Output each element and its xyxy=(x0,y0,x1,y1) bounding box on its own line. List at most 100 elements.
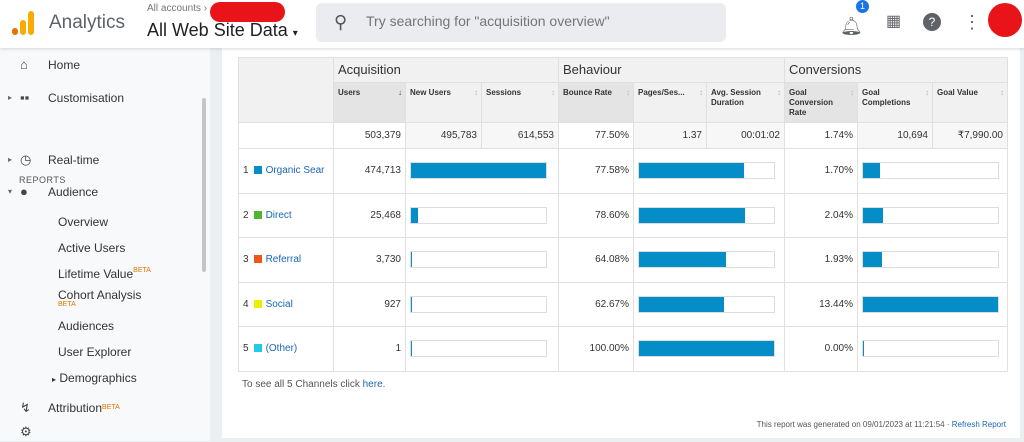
users-bar-fill xyxy=(411,341,413,357)
sort-icon[interactable]: ↕ xyxy=(551,88,555,97)
dashboard-icon: ▪▪ xyxy=(20,90,30,105)
property-selector[interactable]: All Web Site Data ▾ xyxy=(147,19,298,45)
sort-icon[interactable]: ↕ xyxy=(699,88,703,97)
column-header[interactable]: Goal Value ↕ xyxy=(932,82,1008,123)
column-header[interactable]: Pages/Ses... ↕ xyxy=(633,82,707,123)
users-bar-fill xyxy=(411,207,419,223)
bounce-rate-value: 77.58% xyxy=(558,148,634,194)
more-vert-icon[interactable]: ⋮ xyxy=(963,12,981,32)
refresh-report-link[interactable]: Refresh Report xyxy=(951,420,1006,429)
column-header[interactable]: Goal Completions ↕ xyxy=(857,82,933,123)
sidebar-item-customisation[interactable]: ▸ ▪▪ Customisation xyxy=(0,88,200,108)
account-breadcrumb[interactable]: All accounts › xyxy=(147,3,208,14)
column-header-label: Users xyxy=(338,88,361,97)
sort-icon[interactable]: ↕ xyxy=(925,88,929,97)
sort-icon[interactable]: ↕ xyxy=(777,88,781,97)
sort-icon[interactable]: ↕ xyxy=(850,88,854,97)
users-bar-cell xyxy=(405,281,559,327)
table-row: 5 (Other) 1 100.00% 0.00% xyxy=(238,326,1008,372)
bounce-rate-bar-fill xyxy=(639,341,774,357)
column-header[interactable]: New Users ↕ xyxy=(405,82,482,123)
channel-link[interactable]: (Other) xyxy=(265,343,298,355)
users-bar-cell xyxy=(405,237,559,283)
dropdown-icon: ▾ xyxy=(292,28,298,39)
see-all-link[interactable]: here. xyxy=(362,379,386,390)
conversion-rate-bar-track xyxy=(862,251,999,269)
conversion-rate-bar-fill xyxy=(863,252,883,268)
users-value: 1 xyxy=(333,326,406,372)
conversion-rate-bar-track xyxy=(862,295,999,313)
bounce-rate-bar-cell xyxy=(633,326,785,372)
avatar[interactable] xyxy=(988,3,1022,37)
help-icon[interactable]: ? xyxy=(923,13,941,31)
column-header-label: Avg. Session Duration xyxy=(711,88,761,107)
channel-cell: 1 Organic Sear xyxy=(238,148,334,194)
conversion-rate-bar-cell xyxy=(857,192,1008,238)
sidebar-item-cohort-analysis[interactable]: Cohort Analysis BETA xyxy=(58,289,141,313)
conversion-rate-value: 1.93% xyxy=(784,237,858,283)
channel-link[interactable]: Social xyxy=(265,298,293,310)
column-header[interactable]: Goal Conversion Rate ↕ xyxy=(784,82,858,123)
bounce-rate-bar-cell xyxy=(633,148,785,194)
sidebar-item-audiences[interactable]: Audiences xyxy=(58,319,115,333)
conversion-rate-value: 13.44% xyxy=(784,281,858,327)
bounce-rate-bar-cell xyxy=(633,192,785,238)
analytics-logo[interactable] xyxy=(12,11,34,35)
conversion-rate-bar-fill xyxy=(863,341,865,357)
bounce-rate-bar-track xyxy=(638,251,775,269)
sort-icon[interactable]: ↕ xyxy=(474,88,478,97)
total-value: ₹7,990.00 xyxy=(932,122,1008,149)
sidebar-item-audience[interactable]: ▾ ● Audience xyxy=(0,182,200,202)
sidebar-item-active-users[interactable]: Active Users xyxy=(58,241,126,255)
users-bar-track xyxy=(410,340,547,358)
sidebar-item-attribution[interactable]: ↯ AttributionBETA xyxy=(0,398,200,418)
conversion-rate-bar-fill xyxy=(863,207,884,223)
channel-link[interactable]: Referral xyxy=(265,254,302,266)
sidebar-item-home[interactable]: ⌂ Home xyxy=(0,55,200,75)
conversion-rate-bar-fill xyxy=(863,163,881,179)
sidebar-item-label: Demographics xyxy=(59,371,137,385)
caret-down-icon: ▾ xyxy=(8,187,13,196)
users-value: 25,468 xyxy=(333,192,406,238)
column-header-label: Bounce Rate xyxy=(563,88,612,97)
channels-table: Acquisition Behaviour Conversions Users ↓… xyxy=(238,57,1008,372)
search-box[interactable]: ⚲ xyxy=(316,3,726,42)
bell-icon[interactable]: 🔔︎ xyxy=(840,16,863,36)
column-header-label: Goal Value xyxy=(937,88,978,97)
bounce-rate-bar-track xyxy=(638,295,775,313)
row-rank: 1 xyxy=(243,165,249,177)
sidebar-item-overview[interactable]: Overview xyxy=(58,215,109,229)
sidebar-item-realtime[interactable]: ▸ ◷ Real-time xyxy=(0,150,200,170)
sidebar-item-label: Home xyxy=(48,58,81,72)
account-path[interactable]: All accounts xyxy=(147,3,201,14)
sidebar-item-lifetime-value[interactable]: Lifetime ValueBETA xyxy=(58,267,151,281)
sort-icon[interactable]: ↓ xyxy=(398,88,402,97)
sort-icon[interactable]: ↕ xyxy=(1000,88,1004,97)
sidebar-item-demographics[interactable]: ▸ Demographics xyxy=(52,371,137,385)
channel-link[interactable]: Organic Sear xyxy=(265,165,325,177)
row-rank: 3 xyxy=(243,254,249,266)
users-bar-track xyxy=(410,206,547,224)
top-bar: Analytics All accounts › All Web Site Da… xyxy=(0,0,1024,48)
channel-link[interactable]: Direct xyxy=(265,209,292,221)
sidebar-scrollbar[interactable] xyxy=(202,98,206,272)
column-header[interactable]: Sessions ↕ xyxy=(481,82,559,123)
bounce-rate-value: 78.60% xyxy=(558,192,634,238)
conversion-rate-bar-track xyxy=(862,206,999,224)
column-header-label: Goal Completions xyxy=(862,88,911,107)
attribution-icon: ↯ xyxy=(20,400,31,415)
column-header[interactable]: Bounce Rate ↕ xyxy=(558,82,634,123)
gear-icon: ⚙ xyxy=(20,424,32,439)
column-header[interactable]: Avg. Session Duration ↕ xyxy=(706,82,785,123)
bounce-rate-bar-fill xyxy=(639,296,724,312)
blank-header xyxy=(238,57,334,123)
column-header[interactable]: Users ↓ xyxy=(333,82,406,123)
search-input[interactable] xyxy=(366,13,706,29)
sort-icon[interactable]: ↕ xyxy=(626,88,630,97)
table-row: 2 Direct 25,468 78.60% 2.04% xyxy=(238,192,1008,238)
channel-cell: 4 Social xyxy=(238,281,334,327)
apps-grid-icon[interactable]: ▦ xyxy=(886,13,902,30)
sidebar-item-user-explorer[interactable]: User Explorer xyxy=(58,345,132,359)
conversion-rate-bar-fill xyxy=(863,296,998,312)
bounce-rate-value: 62.67% xyxy=(558,281,634,327)
